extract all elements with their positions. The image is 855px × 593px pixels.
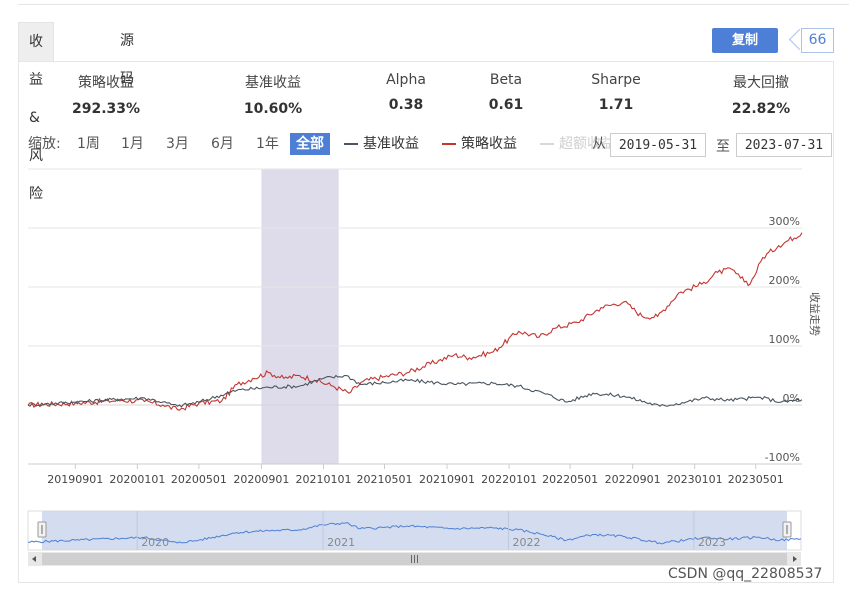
x-tick-label: 20220901 bbox=[605, 473, 661, 486]
y-tick-label: 100% bbox=[769, 333, 800, 346]
y-tick-label: -100% bbox=[765, 451, 800, 464]
metric-label: Alpha bbox=[386, 72, 426, 88]
x-tick-label: 20220501 bbox=[542, 473, 598, 486]
zoom-3-months[interactable]: 3月 bbox=[166, 136, 189, 152]
x-tick-label: 20210901 bbox=[419, 473, 475, 486]
scroll-right-icon[interactable] bbox=[793, 556, 797, 562]
x-tick-label: 20200501 bbox=[171, 473, 227, 486]
navigator-year-label: 2021 bbox=[327, 536, 355, 549]
zoom-all[interactable]: 全部 bbox=[290, 133, 330, 155]
navigator-line bbox=[27, 522, 802, 545]
chart-panel bbox=[18, 61, 834, 583]
x-tick-label: 20230101 bbox=[667, 473, 723, 486]
y-tick-label: 300% bbox=[769, 215, 800, 228]
tab-returns-risk[interactable]: 收益&风险 bbox=[18, 22, 54, 202]
zoom-6-months[interactable]: 6月 bbox=[211, 136, 234, 152]
series-line-benchmark bbox=[27, 374, 803, 408]
y-tick-label: 200% bbox=[769, 274, 800, 287]
metric-benchmark-return: 基准收益 10.60% bbox=[213, 72, 333, 117]
x-tick-label: 20210101 bbox=[295, 473, 351, 486]
legend-swatch bbox=[344, 143, 358, 145]
zoom-1-week[interactable]: 1周 bbox=[77, 136, 100, 152]
x-tick-label: 20190901 bbox=[47, 473, 103, 486]
copy-button[interactable]: 复制 bbox=[712, 28, 778, 53]
metric-sharpe: Sharpe 1.71 bbox=[556, 72, 676, 113]
legend-strategy[interactable]: 策略收益 bbox=[442, 135, 517, 153]
x-tick-label: 20230501 bbox=[728, 473, 784, 486]
tab-source-code[interactable]: 源码 bbox=[120, 33, 134, 87]
metric-label: 策略收益 bbox=[78, 75, 134, 91]
y-axis-label: 收益走势 bbox=[808, 292, 822, 336]
metric-strategy-return: 策略收益 292.33% bbox=[46, 72, 166, 117]
y-tick-label: 0% bbox=[783, 392, 800, 405]
metric-label: 最大回撤 bbox=[733, 75, 789, 91]
x-tick-label: 20200901 bbox=[233, 473, 289, 486]
metric-label: 基准收益 bbox=[245, 75, 301, 91]
metric-alpha: Alpha 0.38 bbox=[346, 72, 466, 113]
metric-value: 10.60% bbox=[243, 101, 303, 117]
top-divider bbox=[18, 4, 849, 5]
metric-label: Beta bbox=[489, 72, 523, 88]
legend-label: 基准收益 bbox=[363, 136, 419, 152]
x-tick-label: 20220101 bbox=[481, 473, 537, 486]
zoom-1-month[interactable]: 1月 bbox=[121, 136, 144, 152]
scroll-left-icon[interactable] bbox=[32, 556, 36, 562]
legend-label: 超额收益 bbox=[559, 136, 615, 152]
x-tick-label: 20200101 bbox=[109, 473, 165, 486]
navigator-year-label: 2023 bbox=[698, 536, 726, 549]
series-line-strategy bbox=[27, 232, 803, 411]
date-from-input[interactable] bbox=[610, 133, 706, 157]
date-to-label: 至 bbox=[716, 139, 730, 155]
navigator-year-label: 2020 bbox=[141, 536, 169, 549]
copy-count-badge[interactable]: 66 bbox=[801, 28, 834, 53]
date-from-label: 从 bbox=[592, 136, 606, 152]
metric-max-drawdown: 最大回撤 22.82% bbox=[701, 72, 821, 117]
metric-label: Sharpe bbox=[591, 72, 641, 88]
metric-beta: Beta 0.61 bbox=[446, 72, 566, 113]
metric-value: 0.38 bbox=[388, 97, 424, 113]
highlight-band bbox=[261, 169, 339, 464]
legend-excess[interactable]: 超额收益 bbox=[540, 135, 615, 153]
metric-value: 22.82% bbox=[731, 101, 791, 117]
zoom-label: 缩放: bbox=[28, 136, 61, 152]
metric-value: 292.33% bbox=[71, 101, 141, 117]
navigator-year-label: 2022 bbox=[512, 536, 540, 549]
legend-swatch bbox=[540, 143, 554, 145]
date-to-input[interactable] bbox=[736, 133, 832, 157]
watermark: CSDN @qq_22808537 bbox=[668, 566, 823, 582]
zoom-1-year[interactable]: 1年 bbox=[256, 136, 279, 152]
legend-benchmark[interactable]: 基准收益 bbox=[344, 135, 419, 153]
x-tick-label: 20210501 bbox=[356, 473, 412, 486]
metric-value: 0.61 bbox=[488, 97, 524, 113]
metric-value: 1.71 bbox=[598, 97, 634, 113]
legend-swatch bbox=[442, 143, 456, 145]
legend-label: 策略收益 bbox=[461, 136, 517, 152]
